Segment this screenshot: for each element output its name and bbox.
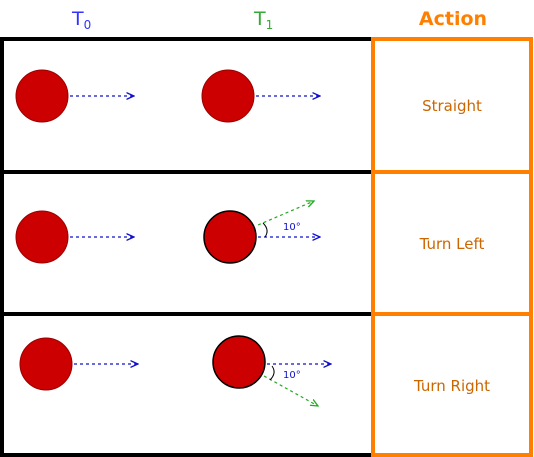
ball-t1 (203, 210, 257, 264)
ball-t0 (15, 210, 69, 264)
angle-label: 10° (283, 222, 301, 233)
ball-t0 (15, 69, 69, 123)
action-header: Action (419, 8, 487, 30)
ball-t1 (201, 69, 255, 123)
action-table-frame (371, 37, 533, 457)
row-turn-right: 10° Turn Right (19, 335, 490, 406)
angle-arc (269, 365, 275, 381)
ball-t0 (19, 337, 73, 391)
t1-header: T1 (253, 8, 273, 32)
angle-arc (262, 222, 268, 238)
angle-label: 10° (283, 370, 301, 381)
row-straight: Straight (15, 69, 482, 123)
action-label-turn-right: Turn Right (413, 377, 490, 395)
action-label-straight: Straight (422, 97, 482, 115)
new-heading-arrow (257, 201, 314, 226)
action-label-turn-left: Turn Left (419, 235, 485, 253)
t0-header: T0 (71, 8, 91, 32)
ball-t1 (212, 335, 266, 389)
new-heading-arrow (263, 375, 318, 406)
row-turn-left: 10° Turn Left (15, 201, 485, 264)
